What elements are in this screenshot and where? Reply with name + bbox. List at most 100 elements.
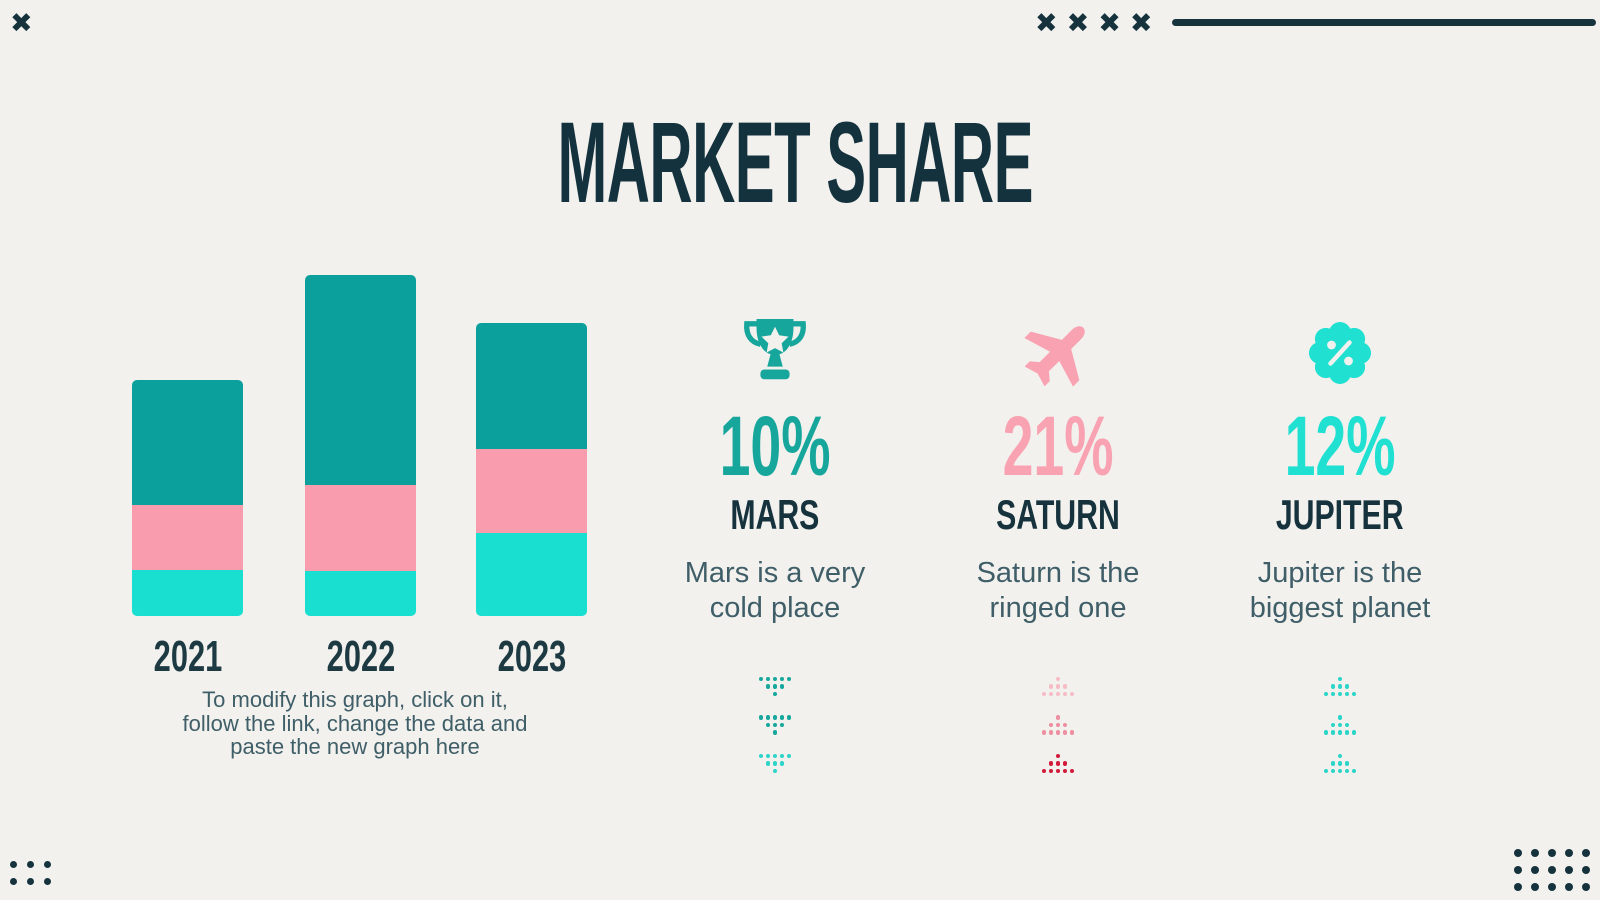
dot-row — [943, 691, 1173, 697]
dot — [765, 715, 771, 720]
dot-row — [943, 684, 1173, 689]
dot — [765, 761, 771, 766]
trophy-icon — [660, 312, 890, 394]
dot — [1055, 691, 1061, 697]
dot — [1514, 883, 1522, 891]
dot — [1048, 768, 1054, 774]
dot — [1548, 883, 1556, 891]
dot — [1041, 768, 1047, 774]
dot — [1337, 768, 1343, 774]
dot — [1069, 691, 1075, 697]
dot — [1531, 866, 1539, 874]
dotted-arrows — [943, 676, 1173, 774]
dot — [1582, 866, 1590, 874]
dot-row — [660, 761, 890, 766]
dot-row — [660, 684, 890, 689]
dot — [1062, 768, 1068, 774]
bar-segment — [132, 570, 243, 616]
dot — [1351, 691, 1357, 697]
dot — [1565, 849, 1573, 857]
bar-segment — [132, 505, 243, 570]
dot — [1330, 691, 1336, 697]
x-mark-icon: ✖ — [10, 7, 33, 39]
dot-arrow-up-icon — [943, 676, 1173, 697]
dot — [1048, 722, 1054, 728]
dot-row — [943, 768, 1173, 774]
dot — [772, 676, 778, 682]
dot-arrow-up-icon — [943, 715, 1173, 735]
dot — [772, 722, 778, 728]
dot-row — [943, 730, 1173, 735]
dot — [1582, 849, 1590, 857]
dot — [10, 878, 17, 885]
dot — [786, 715, 792, 720]
dot — [1565, 866, 1573, 874]
year-label: 2023 — [497, 632, 566, 681]
dot — [1055, 722, 1061, 728]
stat-description: Mars is a very cold place — [684, 557, 866, 625]
dot — [758, 715, 764, 720]
dot — [779, 676, 785, 682]
dot — [779, 684, 785, 689]
dot — [1531, 849, 1539, 857]
top-left-x: ✖ — [10, 6, 33, 40]
dot — [1041, 730, 1047, 735]
stacked-bar-chart[interactable] — [132, 275, 587, 616]
dot — [1337, 753, 1343, 759]
dot — [1323, 768, 1329, 774]
dot-arrow-down-icon — [660, 715, 890, 735]
dot — [779, 715, 785, 720]
dot — [1055, 715, 1061, 720]
bar-2022[interactable] — [305, 275, 416, 616]
dot — [772, 730, 778, 735]
dot — [772, 691, 778, 697]
stat-column: 12% JUPITER Jupiter is the biggest plane… — [1225, 312, 1455, 792]
dot-row — [1225, 753, 1455, 759]
dot — [1055, 684, 1061, 689]
dot — [1055, 676, 1061, 682]
bar-2021[interactable] — [132, 380, 243, 616]
dot — [786, 753, 792, 759]
dot — [1344, 768, 1350, 774]
dot — [1062, 761, 1068, 766]
dot — [1330, 730, 1336, 735]
chart-category-labels: 2021 2022 2023 — [132, 635, 587, 681]
dot — [1062, 722, 1068, 728]
dot — [1048, 730, 1054, 735]
dot-row — [1225, 676, 1455, 682]
dot — [765, 753, 771, 759]
dot-arrow-up-icon — [1225, 715, 1455, 735]
dot — [1069, 768, 1075, 774]
dot-row — [943, 715, 1173, 720]
stat-column: 21% SATURN Saturn is the ringed one — [943, 312, 1173, 792]
dot — [27, 861, 34, 868]
bar-2023[interactable] — [476, 323, 587, 616]
dot — [1062, 730, 1068, 735]
dot-arrow-up-icon — [1225, 676, 1455, 697]
dot-row — [1225, 768, 1455, 774]
x-mark-icon: ✖ — [1066, 7, 1090, 39]
stat-name: MARS — [730, 491, 820, 538]
bar-segment — [305, 485, 416, 571]
dot — [1531, 883, 1539, 891]
dot — [1337, 722, 1343, 728]
page-title-text: MARKET SHARE — [557, 99, 1033, 227]
dot — [1337, 715, 1343, 720]
dot — [758, 676, 764, 682]
dot — [1330, 722, 1336, 728]
bottom-left-dots — [10, 861, 51, 885]
dot — [1337, 691, 1343, 697]
chart-note-line: paste the new graph here — [230, 734, 480, 760]
dot — [1048, 691, 1054, 697]
dot — [765, 676, 771, 682]
dot — [1069, 730, 1075, 735]
year-label: 2022 — [326, 632, 395, 681]
dot — [1351, 730, 1357, 735]
dotted-arrows — [1225, 676, 1455, 774]
dot — [772, 768, 778, 774]
dot — [1337, 730, 1343, 735]
x-mark-icon: ✖ — [1129, 7, 1153, 39]
dot — [1344, 684, 1350, 689]
bar-segment — [476, 323, 587, 449]
